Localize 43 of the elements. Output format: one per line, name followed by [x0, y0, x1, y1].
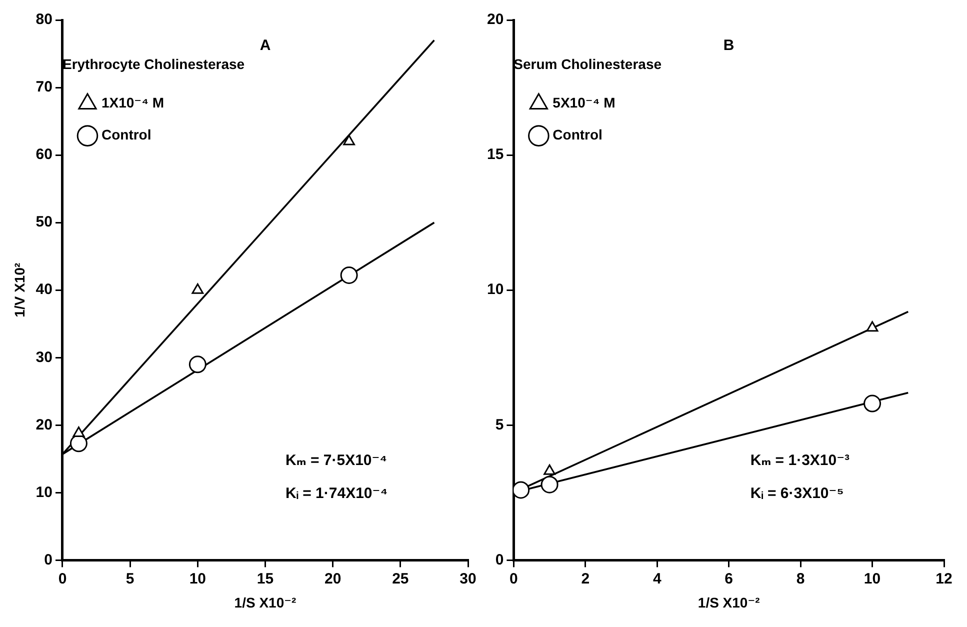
x-tick-label: 30	[460, 570, 476, 588]
legend-title: Serum Cholinesterase	[514, 56, 662, 72]
x-tick-label: 4	[652, 570, 662, 588]
y-tick-label: 40	[36, 281, 52, 298]
x-axis-title: 1/S X10⁻²	[698, 594, 760, 610]
legend-label: Control	[552, 126, 602, 143]
y-tick-label: 5	[495, 416, 504, 434]
annotation: Kₘ = 7·5X10⁻⁴	[286, 452, 388, 470]
y-tick-label: 30	[36, 348, 52, 366]
x-tick-label: 10	[189, 570, 206, 588]
text: B	[723, 37, 734, 54]
x-axis-title: 1/S X10⁻²	[234, 594, 297, 610]
y-axis-title: 1/V X10²	[11, 262, 28, 318]
y-tick-label: 20	[486, 11, 504, 28]
x-tick-label: 2	[581, 570, 590, 588]
y-tick-label: 0	[44, 551, 52, 568]
y-tick-label: 50	[36, 214, 52, 231]
y-tick-label: 70	[36, 78, 52, 96]
annotation: Kᵢ = 1·74X10⁻⁴	[286, 485, 388, 502]
y-tick-label: 80	[36, 11, 52, 28]
legend-label: 5X10⁻⁴ M	[552, 94, 616, 111]
y-tick-label: 10	[486, 281, 504, 298]
legend-label: 1X10⁻⁴ M	[101, 94, 164, 111]
legend-title: Erythrocyte Cholinesterase	[62, 56, 245, 72]
y-tick-label: 60	[36, 146, 52, 164]
x-tick-label: 10	[864, 570, 881, 588]
x-tick-label: 15	[256, 570, 274, 588]
x-tick-label: 5	[126, 570, 134, 588]
x-tick-label: 0	[58, 570, 67, 588]
x-tick-label: 12	[936, 570, 952, 588]
x-tick-label: 20	[324, 570, 342, 588]
x-tick-label: 8	[796, 570, 805, 588]
y-tick-label: 10	[36, 484, 52, 501]
annotation: Kₘ = 1·3X10⁻³	[750, 452, 850, 470]
x-tick-label: 25	[392, 570, 409, 588]
y-tick-label: 15	[486, 146, 504, 164]
x-tick-label: 0	[510, 570, 518, 588]
legend-label: Control	[101, 126, 152, 143]
y-tick-label: 20	[36, 416, 52, 434]
x-tick-label: 6	[724, 570, 734, 588]
text: A	[260, 37, 271, 54]
y-tick-label: 0	[495, 551, 504, 568]
annotation: Kᵢ = 6·3X10⁻⁵	[750, 485, 844, 502]
